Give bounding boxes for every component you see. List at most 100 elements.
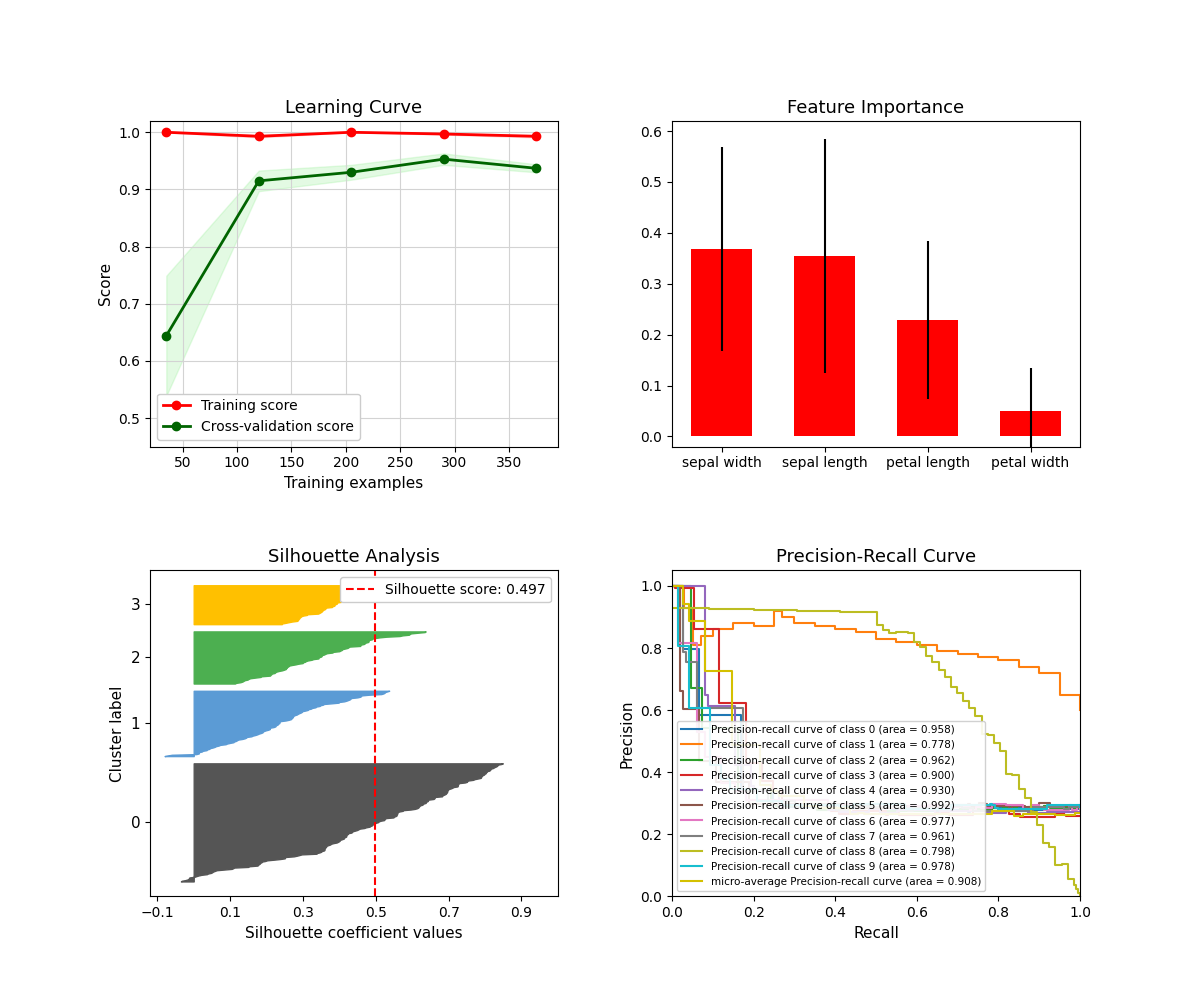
Y-axis label: Cluster label: Cluster label	[110, 685, 125, 781]
Precision-recall curve of class 8 (area = 0.798)	[682, 602, 696, 614]
Precision-recall curve of class 6 (area = 0.977)	[878, 798, 893, 810]
Precision-recall curve of class 1 (area = 0.778)	[1052, 689, 1067, 701]
Precision-recall curve of class 4 (area = 0.930)	[895, 804, 910, 816]
Bar	[896, 320, 959, 436]
Precision-recall curve of class 9 (area = 0.978)	[947, 799, 961, 811]
Training score	[529, 130, 544, 142]
Precision-recall curve of class 3 (area = 0.900)	[1013, 811, 1027, 823]
Precision-recall curve of class 1 (area = 0.778)	[808, 620, 822, 632]
Precision-recall curve of class 4 (area = 0.930)	[1073, 807, 1087, 819]
Precision-recall curve of class 2 (area = 0.962)	[898, 805, 912, 817]
Cross-validation score	[160, 329, 174, 341]
Precision-recall curve of class 6 (area = 0.977)	[1002, 799, 1016, 811]
Precision-recall curve of class 2 (area = 0.962)	[799, 801, 814, 813]
Precision-recall curve of class 1 (area = 0.778)	[787, 617, 802, 629]
Precision-recall curve of class 1 (area = 0.778)	[1032, 667, 1046, 679]
Training score	[160, 126, 174, 138]
Precision-recall curve of class 8 (area = 0.798)	[690, 602, 704, 614]
Line: Precision-recall curve of class 3 (area = 0.900): Precision-recall curve of class 3 (area …	[672, 586, 1080, 817]
Precision-recall curve of class 7 (area = 0.961)	[1004, 805, 1019, 817]
micro-average Precision-recall curve (area = 0.908)	[1073, 807, 1087, 819]
Precision-recall curve of class 6 (area = 0.977)	[1037, 804, 1051, 816]
Precision-recall curve of class 7 (area = 0.961)	[665, 580, 679, 592]
Precision-recall curve of class 2 (area = 0.962)	[1004, 801, 1019, 813]
Precision-recall curve of class 7 (area = 0.961)	[895, 802, 910, 814]
Precision-recall curve of class 5 (area = 0.992)	[665, 580, 679, 592]
Precision-recall curve of class 2 (area = 0.962)	[1073, 803, 1087, 815]
Precision-recall curve of class 1 (area = 0.778)	[726, 617, 740, 629]
Precision-recall curve of class 0 (area = 0.958)	[960, 806, 974, 818]
Precision-recall curve of class 5 (area = 0.992)	[898, 800, 912, 812]
Training score	[344, 126, 359, 138]
Precision-recall curve of class 0 (area = 0.958)	[1073, 804, 1087, 816]
Precision-recall curve of class 4 (area = 0.930)	[928, 808, 942, 820]
Cross-validation score	[252, 175, 266, 187]
Precision-recall curve of class 6 (area = 0.977)	[799, 795, 814, 807]
Precision-recall curve of class 5 (area = 0.992)	[870, 803, 884, 815]
Precision-recall curve of class 9 (area = 0.978)	[799, 800, 814, 812]
Precision-recall curve of class 3 (area = 0.900)	[799, 798, 814, 810]
Line: Cross-validation score: Cross-validation score	[162, 155, 540, 340]
Bar	[691, 249, 752, 436]
Precision-recall curve of class 2 (area = 0.962)	[881, 805, 895, 817]
Precision-recall curve of class 6 (area = 0.977)	[1073, 804, 1087, 816]
Precision-recall curve of class 5 (area = 0.992)	[799, 799, 814, 811]
X-axis label: Silhouette coefficient values: Silhouette coefficient values	[245, 925, 463, 941]
Precision-recall curve of class 6 (area = 0.977)	[827, 802, 841, 814]
Precision-recall curve of class 0 (area = 0.958)	[895, 804, 910, 816]
Line: Precision-recall curve of class 9 (area = 0.978): Precision-recall curve of class 9 (area …	[672, 586, 1080, 810]
Precision-recall curve of class 9 (area = 0.978)	[1073, 802, 1087, 814]
Precision-recall curve of class 1 (area = 0.778)	[828, 623, 842, 635]
Precision-recall curve of class 7 (area = 0.961)	[1073, 801, 1087, 813]
Training score	[252, 130, 266, 142]
X-axis label: Training examples: Training examples	[284, 476, 424, 490]
Precision-recall curve of class 2 (area = 0.962)	[665, 580, 679, 592]
Precision-recall curve of class 2 (area = 0.962)	[865, 805, 880, 817]
Precision-recall curve of class 4 (area = 0.930)	[827, 805, 841, 817]
Precision-recall curve of class 3 (area = 0.900)	[895, 810, 910, 822]
Legend: Silhouette score: 0.497: Silhouette score: 0.497	[341, 577, 551, 602]
Precision-recall curve of class 3 (area = 0.900)	[1002, 808, 1016, 820]
Line: Precision-recall curve of class 6 (area = 0.977): Precision-recall curve of class 6 (area …	[672, 586, 1080, 810]
Precision-recall curve of class 5 (area = 0.992)	[827, 799, 841, 811]
Line: Precision-recall curve of class 5 (area = 0.992): Precision-recall curve of class 5 (area …	[672, 586, 1080, 809]
Cross-validation score	[437, 153, 451, 165]
X-axis label: Recall: Recall	[853, 925, 899, 941]
Y-axis label: Precision: Precision	[620, 699, 635, 767]
Precision-recall curve of class 0 (area = 0.958)	[799, 802, 814, 814]
Precision-recall curve of class 1 (area = 0.778)	[767, 605, 781, 617]
Line: Precision-recall curve of class 0 (area = 0.958): Precision-recall curve of class 0 (area …	[672, 586, 1080, 812]
Precision-recall curve of class 3 (area = 0.900)	[827, 806, 841, 818]
Precision-recall curve of class 1 (area = 0.778)	[1073, 704, 1087, 716]
Precision-recall curve of class 1 (area = 0.778)	[930, 645, 944, 658]
Precision-recall curve of class 8 (area = 0.798)	[1073, 890, 1087, 902]
Precision-recall curve of class 1 (area = 0.778)	[991, 655, 1006, 667]
Precision-recall curve of class 4 (area = 0.930)	[949, 806, 964, 818]
Precision-recall curve of class 0 (area = 0.958)	[827, 802, 841, 814]
Precision-recall curve of class 5 (area = 0.992)	[949, 800, 964, 812]
micro-average Precision-recall curve (area = 0.908)	[665, 580, 679, 592]
Precision-recall curve of class 0 (area = 0.958)	[1004, 803, 1019, 815]
Precision-recall curve of class 1 (area = 0.778)	[1012, 661, 1026, 673]
Precision-recall curve of class 9 (area = 0.978)	[1004, 804, 1019, 816]
Precision-recall curve of class 1 (area = 0.778)	[746, 620, 761, 632]
Precision-recall curve of class 1 (area = 0.778)	[685, 638, 700, 651]
micro-average Precision-recall curve (area = 0.908)	[1002, 805, 1016, 817]
Bar	[1000, 411, 1062, 436]
Line: Precision-recall curve of class 4 (area = 0.930): Precision-recall curve of class 4 (area …	[672, 586, 1080, 814]
Title: Feature Importance: Feature Importance	[787, 99, 965, 117]
Precision-recall curve of class 6 (area = 0.977)	[947, 801, 961, 813]
Line: Training score: Training score	[162, 128, 540, 140]
Line: Precision-recall curve of class 2 (area = 0.962): Precision-recall curve of class 2 (area …	[672, 586, 1080, 811]
Precision-recall curve of class 0 (area = 0.958)	[878, 802, 893, 814]
Cross-validation score	[529, 162, 544, 174]
Y-axis label: Score: Score	[97, 262, 113, 305]
Precision-recall curve of class 1 (area = 0.778)	[848, 626, 863, 638]
Precision-recall curve of class 7 (area = 0.961)	[799, 799, 814, 811]
Precision-recall curve of class 9 (area = 0.978)	[878, 798, 893, 810]
Precision-recall curve of class 2 (area = 0.962)	[827, 804, 841, 816]
Precision-recall curve of class 9 (area = 0.978)	[665, 580, 679, 592]
micro-average Precision-recall curve (area = 0.908)	[827, 803, 841, 815]
Line: Precision-recall curve of class 7 (area = 0.961): Precision-recall curve of class 7 (area …	[672, 586, 1080, 812]
Precision-recall curve of class 5 (area = 0.992)	[1004, 800, 1019, 812]
